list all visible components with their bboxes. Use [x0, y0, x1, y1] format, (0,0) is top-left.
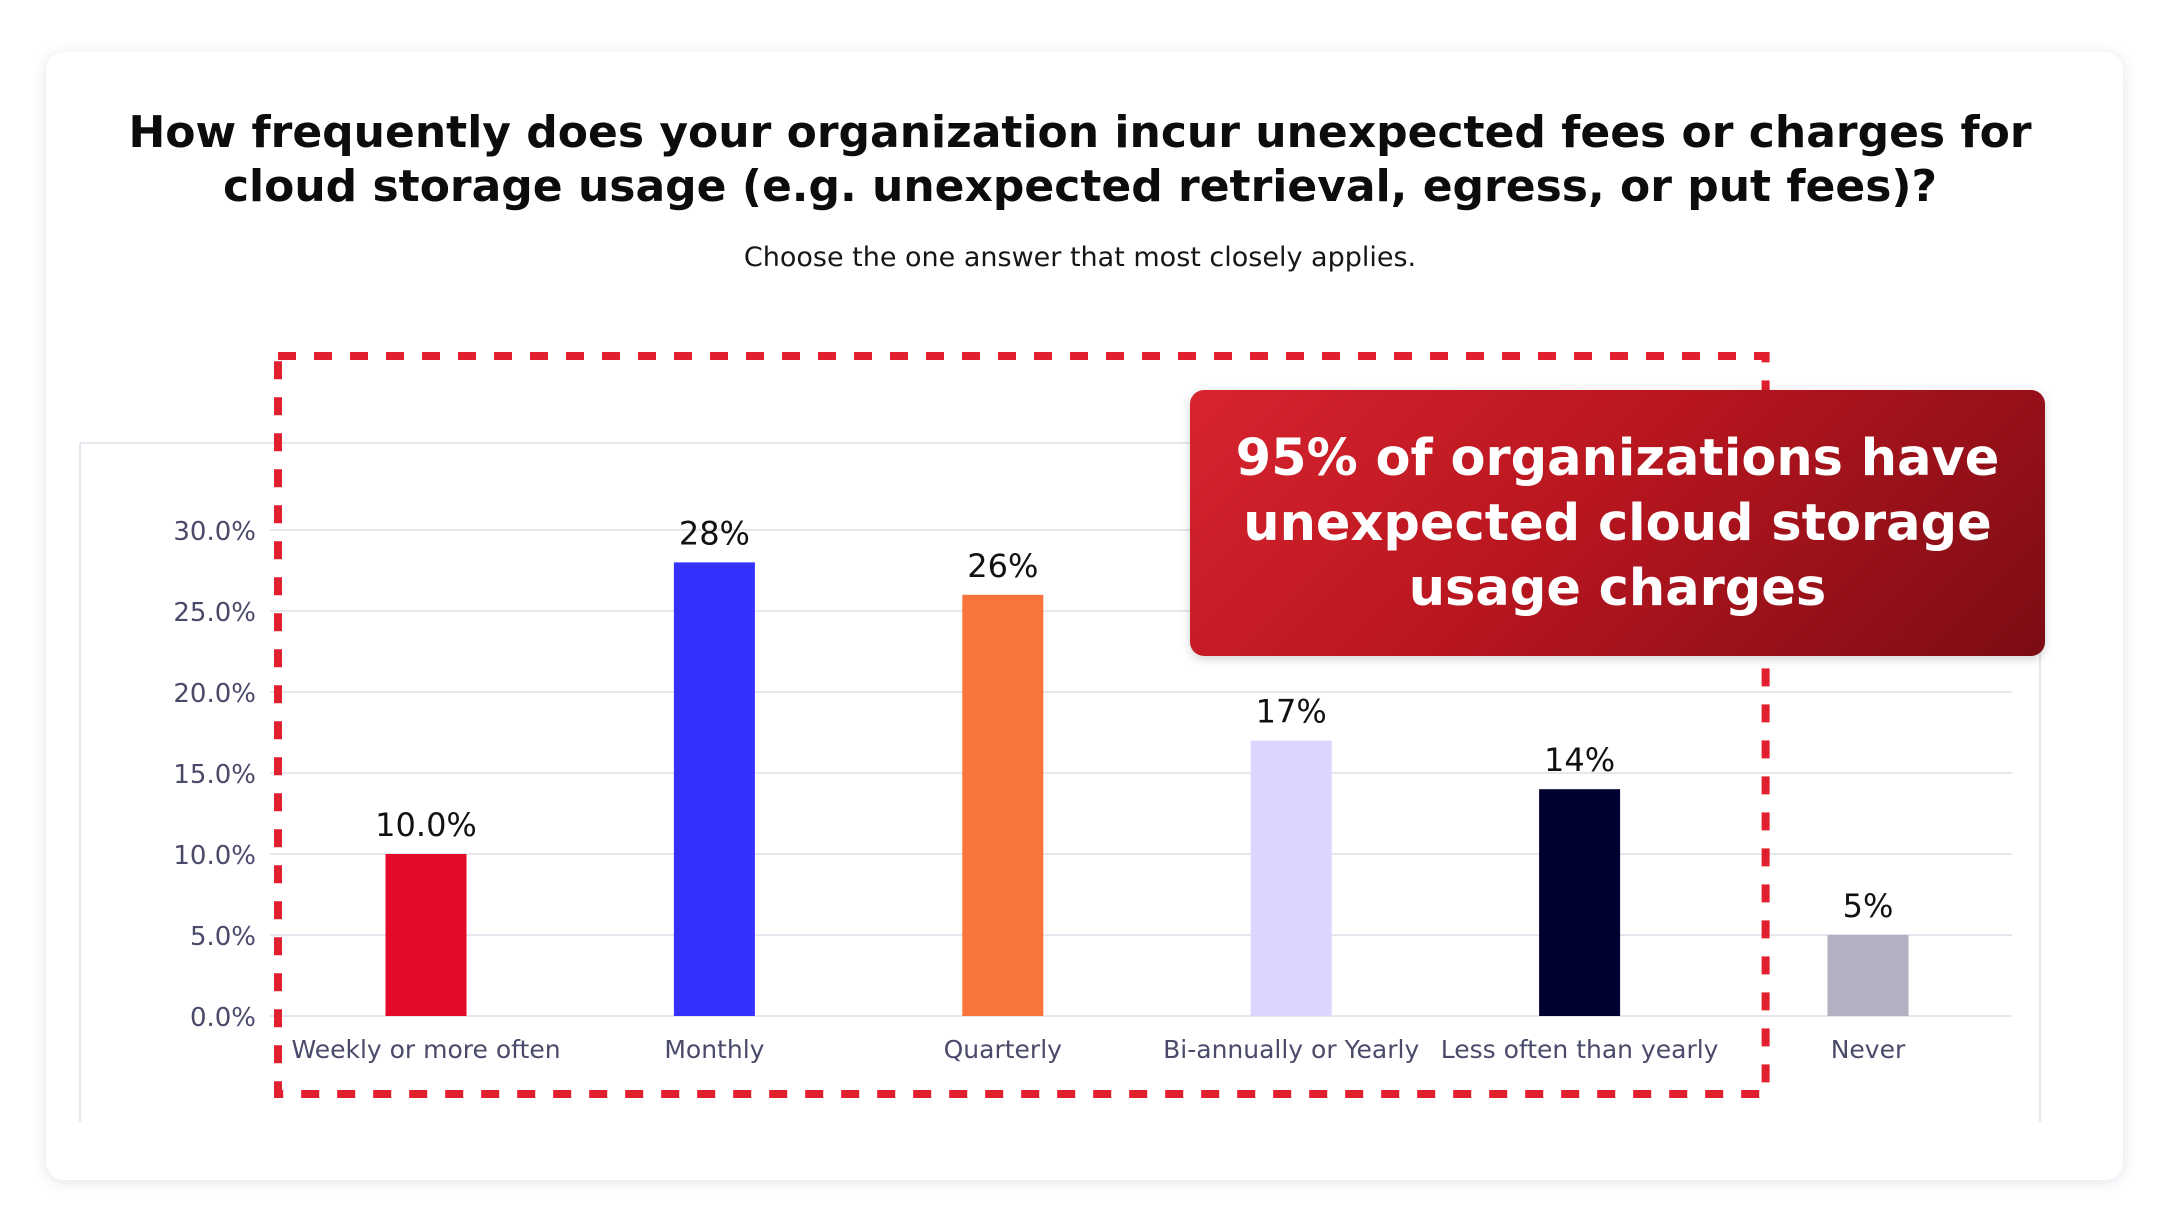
y-tick-label: 25.0%: [173, 598, 256, 628]
data-label: 10.0%: [375, 806, 477, 844]
y-tick-label: 20.0%: [173, 679, 256, 709]
highlight-dashed-box: [274, 352, 1770, 1098]
data-label: 26%: [967, 547, 1038, 585]
bar: [962, 594, 1044, 1016]
y-tick-label: 10.0%: [173, 841, 256, 871]
bar: [673, 562, 755, 1016]
bar: [1539, 789, 1621, 1016]
data-label: 5%: [1843, 887, 1894, 925]
y-tick-label: 0.0%: [190, 1003, 256, 1033]
data-label: 17%: [1256, 693, 1327, 731]
x-tick-label: Bi-annually or Yearly: [1163, 1035, 1419, 1064]
x-tick-label: Never: [1831, 1035, 1906, 1064]
annotation-callout: 95% of organizations have unexpected clo…: [1190, 390, 2045, 656]
bar: [385, 854, 467, 1016]
chart-subtitle: Choose the one answer that most closely …: [743, 242, 1417, 273]
bar: [1250, 740, 1332, 1016]
data-label: 28%: [679, 514, 750, 552]
y-tick-label: 30.0%: [173, 517, 256, 547]
y-tick-label: 15.0%: [173, 760, 256, 790]
x-tick-label: Monthly: [664, 1035, 764, 1064]
data-label: 14%: [1544, 741, 1615, 779]
x-tick-label: Less often than yearly: [1441, 1035, 1719, 1064]
y-tick-label: 5.0%: [190, 922, 256, 952]
x-tick-label: Weekly or more often: [291, 1035, 560, 1064]
chart-title: How frequently does your organization in…: [128, 107, 2032, 212]
x-tick-label: Quarterly: [944, 1035, 1063, 1064]
bar: [1827, 935, 1909, 1016]
